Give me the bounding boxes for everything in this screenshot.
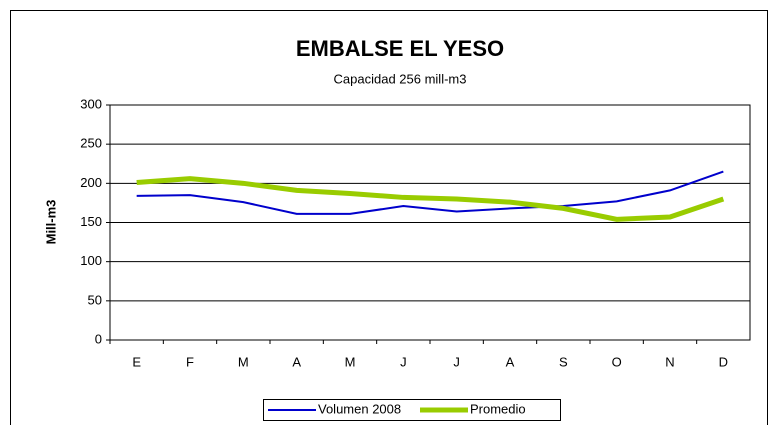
y-tick-label: 0 [95, 331, 102, 346]
x-tick-label: E [132, 354, 141, 369]
legend-label: Volumen 2008 [318, 401, 401, 416]
y-tick-label: 100 [80, 253, 102, 268]
y-tick-label: 250 [80, 136, 102, 151]
y-tick-label: 150 [80, 214, 102, 229]
x-tick-label: S [559, 354, 568, 369]
legend-label: Promedio [470, 401, 526, 416]
x-tick-label: A [292, 354, 301, 369]
y-tick-label: 50 [88, 292, 102, 307]
x-tick-label: M [238, 354, 249, 369]
chart-subtitle: Capacidad 256 mill-m3 [334, 71, 467, 86]
legend [263, 399, 561, 421]
x-tick-label: M [345, 354, 356, 369]
x-tick-label: D [719, 354, 728, 369]
series-line [136, 176, 725, 222]
x-tick-label: J [400, 354, 407, 369]
y-tick-label: 200 [80, 175, 102, 190]
chart-title: EMBALSE EL YESO [296, 36, 504, 61]
x-tick-label: A [506, 354, 515, 369]
x-tick-label: O [612, 354, 622, 369]
x-tick-label: F [186, 354, 194, 369]
x-tick-label: N [665, 354, 674, 369]
y-axis-label: Mill-m3 [43, 200, 58, 245]
series-line [136, 170, 724, 215]
x-tick-label: J [453, 354, 460, 369]
y-tick-label: 300 [80, 96, 102, 111]
